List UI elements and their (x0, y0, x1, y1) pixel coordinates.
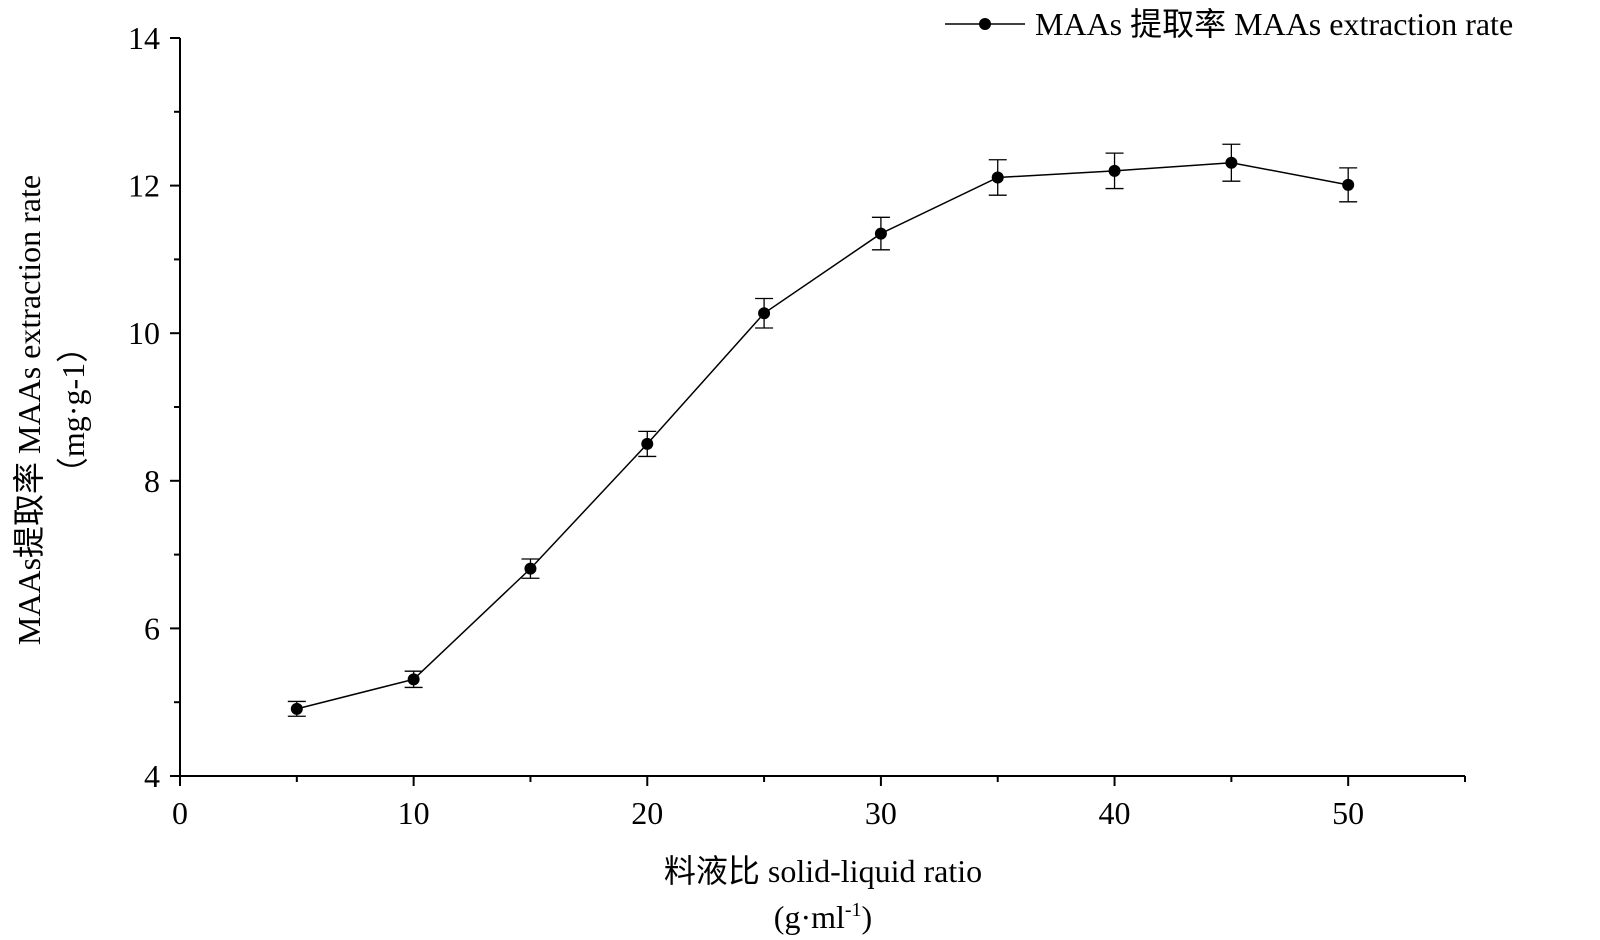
data-point (290, 702, 303, 715)
x-axis-unit-superscript: -1 (845, 899, 862, 921)
axes (179, 38, 1465, 777)
data-point (1108, 164, 1121, 177)
data-point (641, 437, 654, 450)
x-axis-title: 料液比 solid-liquid ratio (664, 853, 982, 889)
x-tick-label: 0 (172, 795, 188, 831)
x-tick-label: 10 (398, 795, 430, 831)
x-tick-label: 50 (1332, 795, 1364, 831)
data-point (1225, 156, 1238, 169)
series-line (296, 161, 1349, 710)
x-axis-unit: (g·ml-1) (774, 899, 872, 935)
y-axis-unit: （mg·g-1） (55, 331, 91, 489)
data-point (874, 227, 887, 240)
y-tick-label: 4 (144, 758, 160, 794)
y-tick-label: 10 (128, 315, 160, 351)
y-axis-title: MAAs提取率 MAAs extraction rate (11, 175, 47, 645)
x-tick-label: 40 (1099, 795, 1131, 831)
x-tick-label: 30 (865, 795, 897, 831)
ticks: 0 10 20 30 40 50 4 6 8 10 12 14 (128, 20, 1466, 831)
data-point (524, 562, 537, 575)
data-point (407, 673, 420, 686)
y-tick-label: 12 (128, 168, 160, 204)
y-tick-label: 6 (144, 610, 160, 646)
data-point (991, 171, 1004, 184)
y-tick-label: 14 (128, 20, 160, 56)
x-axis-unit-end: ) (862, 899, 873, 935)
legend-label: MAAs 提取率 MAAs extraction rate (1035, 6, 1513, 42)
x-axis-unit-base: (g·ml (774, 899, 845, 935)
legend: MAAs 提取率 MAAs extraction rate (945, 6, 1513, 42)
data-point (1342, 178, 1355, 191)
data-point (758, 307, 771, 320)
y-tick-label: 8 (144, 463, 160, 499)
series-layer (287, 143, 1358, 717)
legend-marker (979, 18, 991, 30)
x-tick-label: 20 (631, 795, 663, 831)
